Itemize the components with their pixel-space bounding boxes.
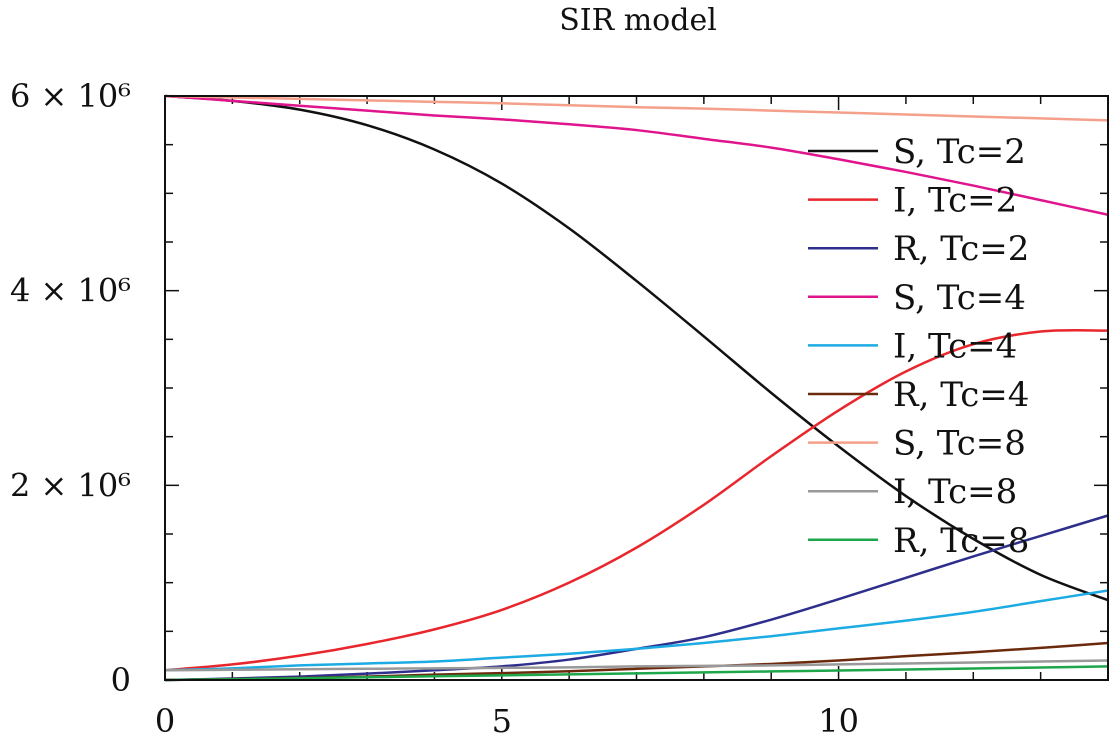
legend-label: R, Tc=4: [893, 375, 1029, 415]
x-tick-label: 10: [818, 702, 859, 740]
plot-frame: [164, 95, 1109, 681]
legend: S, Tc=2 I, Tc=2 R, Tc=2 S, Tc=4 I, Tc=4 R, Tc…: [808, 132, 1029, 561]
y-tick-label: 4 × 10⁶: [10, 272, 131, 310]
series-lines: [164, 94, 1109, 682]
x-tick-label: 0: [155, 702, 175, 740]
axis-ticks: [164, 95, 1109, 681]
y-tick-label: 6 × 10⁶: [10, 77, 131, 115]
y-tick-label: 2 × 10⁶: [10, 466, 131, 504]
x-tick-label: 5: [492, 702, 512, 740]
series-line: [164, 665, 1109, 682]
y-tick-label: 0: [111, 661, 131, 699]
series-line: [164, 94, 1109, 122]
legend-label: I, Tc=4: [893, 326, 1017, 366]
legend-label: R, Tc=2: [893, 229, 1029, 269]
series-line: [164, 329, 1109, 672]
series-line: [164, 659, 1109, 672]
legend-label: S, Tc=2: [893, 132, 1026, 172]
legend-label: I, Tc=8: [893, 472, 1017, 512]
tick-labels: 0 5 10 0 2 × 10⁶ 4 × 10⁶ 6 × 10⁶: [10, 77, 859, 740]
legend-label: S, Tc=4: [893, 278, 1026, 318]
series-line: [164, 589, 1109, 672]
series-line: [164, 94, 1109, 216]
series-line: [164, 94, 1109, 602]
legend-label: S, Tc=8: [893, 424, 1026, 464]
legend-label: I, Tc=2: [893, 181, 1017, 221]
legend-label: R, Tc=8: [893, 521, 1029, 561]
chart-title: SIR model: [559, 3, 717, 38]
